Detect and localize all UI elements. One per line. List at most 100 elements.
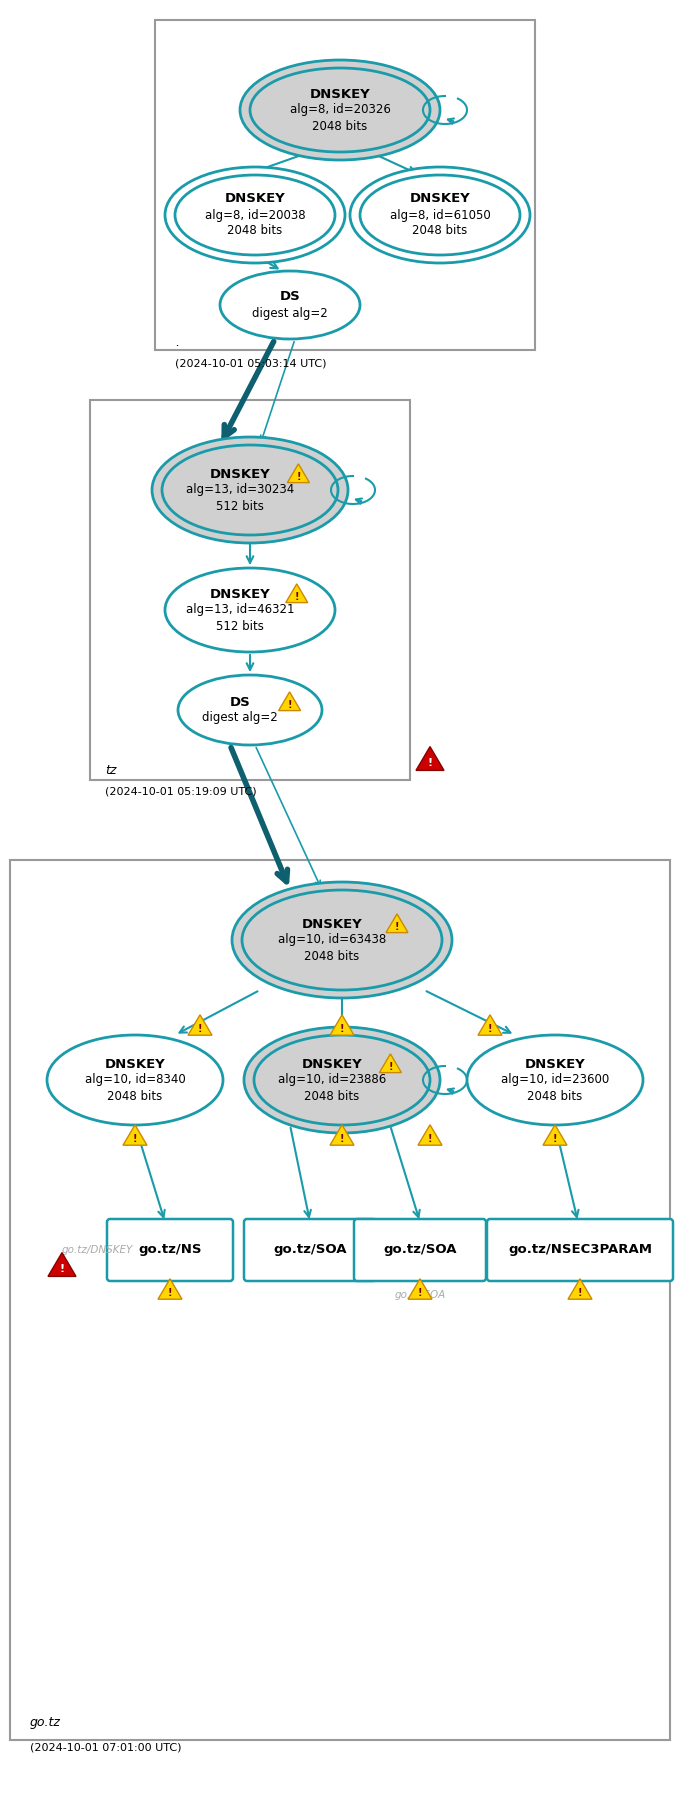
Text: DNSKEY: DNSKEY <box>225 193 286 205</box>
Text: go.tz/SOA: go.tz/SOA <box>383 1244 457 1256</box>
Text: 2048 bits: 2048 bits <box>304 1089 360 1102</box>
Polygon shape <box>48 1253 76 1276</box>
Text: !: ! <box>418 1287 422 1298</box>
Polygon shape <box>416 747 444 770</box>
Text: DNSKEY: DNSKEY <box>210 468 271 481</box>
Text: DNSKEY: DNSKEY <box>310 88 371 101</box>
Text: !: ! <box>388 1062 393 1071</box>
Text: DNSKEY: DNSKEY <box>410 193 471 205</box>
Text: .: . <box>175 337 179 349</box>
Text: alg=8, id=20038: alg=8, id=20038 <box>205 209 306 221</box>
Text: 2048 bits: 2048 bits <box>108 1089 162 1102</box>
Text: 2048 bits: 2048 bits <box>312 119 368 133</box>
Text: !: ! <box>340 1024 345 1033</box>
Text: alg=8, id=20326: alg=8, id=20326 <box>290 103 390 117</box>
Ellipse shape <box>178 675 322 745</box>
Text: !: ! <box>296 472 301 482</box>
Ellipse shape <box>165 569 335 652</box>
Ellipse shape <box>165 167 345 263</box>
Text: !: ! <box>287 700 292 709</box>
Polygon shape <box>279 691 301 711</box>
Polygon shape <box>386 914 408 932</box>
Text: (2024-10-01 05:03:14 UTC): (2024-10-01 05:03:14 UTC) <box>175 358 327 367</box>
Text: !: ! <box>133 1134 137 1143</box>
Ellipse shape <box>350 167 530 263</box>
Text: DNSKEY: DNSKEY <box>301 918 362 931</box>
Ellipse shape <box>220 272 360 338</box>
Ellipse shape <box>47 1035 223 1125</box>
Text: !: ! <box>395 922 399 932</box>
Ellipse shape <box>467 1035 643 1125</box>
Text: !: ! <box>340 1134 345 1143</box>
Text: alg=10, id=8340: alg=10, id=8340 <box>85 1073 186 1087</box>
Text: DS: DS <box>279 290 301 304</box>
Text: (2024-10-01 07:01:00 UTC): (2024-10-01 07:01:00 UTC) <box>30 1742 182 1753</box>
Text: alg=8, id=61050: alg=8, id=61050 <box>390 209 490 221</box>
Text: 512 bits: 512 bits <box>216 499 264 513</box>
Text: tz: tz <box>105 763 116 778</box>
Text: DS: DS <box>229 695 251 709</box>
Text: !: ! <box>427 758 432 767</box>
Text: 2048 bits: 2048 bits <box>304 950 360 963</box>
Text: go.tz/DNSKEY: go.tz/DNSKEY <box>62 1246 134 1255</box>
Text: go.tz/SOA: go.tz/SOA <box>273 1244 347 1256</box>
Text: !: ! <box>427 1134 432 1143</box>
Ellipse shape <box>175 175 335 256</box>
Text: digest alg=2: digest alg=2 <box>252 306 328 320</box>
Text: !: ! <box>168 1287 172 1298</box>
Ellipse shape <box>162 445 338 535</box>
Ellipse shape <box>360 175 520 256</box>
Bar <box>155 20 535 349</box>
Text: go.tz/NSEC3PARAM: go.tz/NSEC3PARAM <box>508 1244 652 1256</box>
Text: !: ! <box>295 592 299 601</box>
Ellipse shape <box>254 1035 430 1125</box>
Ellipse shape <box>250 68 430 151</box>
Text: go.tz/NS: go.tz/NS <box>138 1244 202 1256</box>
Text: alg=13, id=30234: alg=13, id=30234 <box>186 484 294 497</box>
Text: (2024-10-01 05:19:09 UTC): (2024-10-01 05:19:09 UTC) <box>105 787 257 796</box>
Text: alg=10, id=23600: alg=10, id=23600 <box>501 1073 609 1087</box>
Text: !: ! <box>60 1264 64 1274</box>
Polygon shape <box>408 1278 432 1300</box>
Text: !: ! <box>553 1134 558 1143</box>
FancyBboxPatch shape <box>107 1219 233 1282</box>
Ellipse shape <box>240 59 440 160</box>
Text: digest alg=2: digest alg=2 <box>202 711 278 724</box>
Text: DNSKEY: DNSKEY <box>105 1058 165 1071</box>
Text: DNSKEY: DNSKEY <box>210 587 271 601</box>
Polygon shape <box>188 1015 212 1035</box>
Text: DNSKEY: DNSKEY <box>525 1058 586 1071</box>
Text: !: ! <box>488 1024 493 1033</box>
Text: alg=10, id=23886: alg=10, id=23886 <box>278 1073 386 1087</box>
Text: alg=13, id=46321: alg=13, id=46321 <box>186 603 295 616</box>
Polygon shape <box>330 1125 354 1145</box>
Text: 512 bits: 512 bits <box>216 619 264 632</box>
Text: !: ! <box>577 1287 582 1298</box>
Polygon shape <box>286 583 308 603</box>
Bar <box>90 400 410 779</box>
Text: !: ! <box>198 1024 202 1033</box>
Polygon shape <box>330 1015 354 1035</box>
Bar <box>10 860 670 1741</box>
Polygon shape <box>379 1055 401 1073</box>
Text: go.tz: go.tz <box>30 1715 61 1730</box>
Polygon shape <box>158 1278 182 1300</box>
Polygon shape <box>123 1125 147 1145</box>
Polygon shape <box>568 1278 592 1300</box>
Ellipse shape <box>244 1028 440 1132</box>
Polygon shape <box>288 464 310 482</box>
Text: 2048 bits: 2048 bits <box>527 1089 583 1102</box>
FancyBboxPatch shape <box>487 1219 673 1282</box>
Text: go.tz/SOA: go.tz/SOA <box>395 1291 446 1300</box>
Text: 2048 bits: 2048 bits <box>227 225 283 238</box>
FancyBboxPatch shape <box>244 1219 376 1282</box>
Text: 2048 bits: 2048 bits <box>412 225 468 238</box>
Polygon shape <box>478 1015 502 1035</box>
Polygon shape <box>543 1125 567 1145</box>
Ellipse shape <box>152 437 348 544</box>
Ellipse shape <box>242 889 442 990</box>
FancyBboxPatch shape <box>354 1219 486 1282</box>
Text: alg=10, id=63438: alg=10, id=63438 <box>278 934 386 947</box>
Text: DNSKEY: DNSKEY <box>301 1058 362 1071</box>
Ellipse shape <box>232 882 452 997</box>
